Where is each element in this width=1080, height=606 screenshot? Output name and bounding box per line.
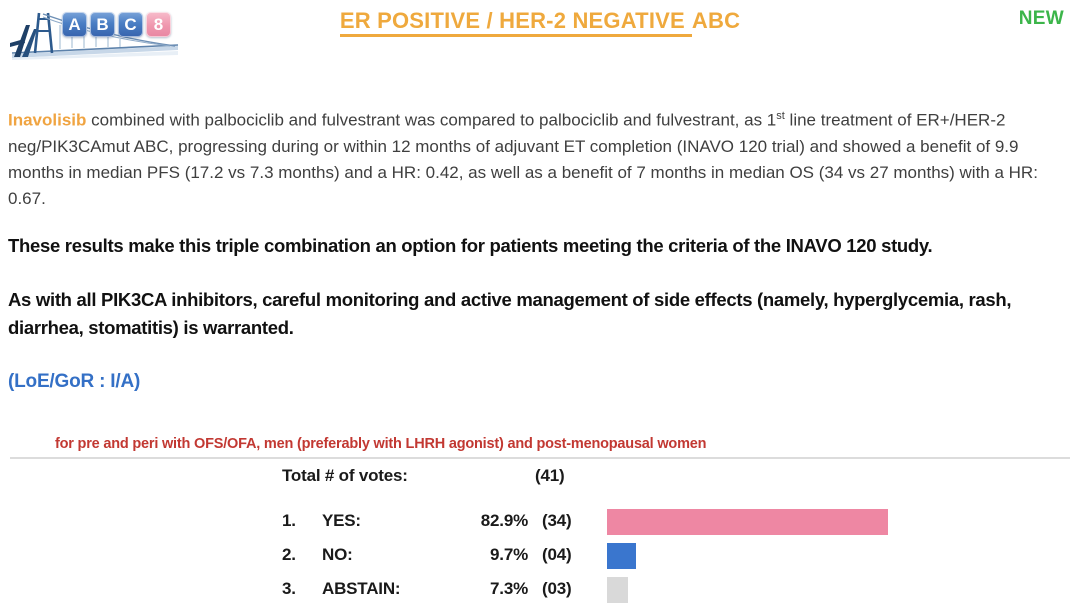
- statement-text-2: line treatment of ER+/HER-2 neg/PIK3CAmu…: [8, 110, 1038, 208]
- vote-row-count: (34): [542, 511, 572, 530]
- vote-row-no: 2. NO: 9.7% (04): [282, 538, 1072, 572]
- statement-text-1: combined with palbociclib and fulvestran…: [86, 110, 777, 130]
- ordinal-superscript: st: [776, 110, 785, 122]
- page-title-plain: ABC: [691, 8, 741, 33]
- logo-letter-c: C: [118, 12, 143, 37]
- drug-name-highlight: Inavolisib: [8, 110, 87, 130]
- conclusion-paragraph: These results make this triple combinati…: [8, 235, 933, 256]
- loe-gor-label: (LoE/GoR : I/A): [8, 371, 141, 392]
- voting-results: Total # of votes: (41) 1. YES: 82.9% (34…: [282, 464, 1072, 606]
- total-votes-count: (41): [535, 466, 565, 485]
- vote-bar-no: [607, 543, 636, 569]
- vote-row-count: (03): [542, 579, 572, 598]
- vote-row-label: NO:: [322, 545, 353, 564]
- vote-row-pct: 9.7%: [490, 545, 528, 564]
- page-title: ER POSITIVE / HER-2 NEGATIVE ABC: [0, 8, 1080, 37]
- page-title-underlined: ER POSITIVE / HER-2 NEGATIVE: [339, 8, 692, 37]
- logo-letter-b: B: [90, 12, 115, 37]
- vote-row-yes: 1. YES: 82.9% (34): [282, 504, 1072, 538]
- vote-row-label: YES:: [322, 511, 361, 530]
- new-badge: NEW: [1018, 8, 1064, 29]
- vote-row-label: ABSTAIN:: [322, 579, 401, 598]
- total-votes-label: Total # of votes:: [282, 466, 408, 485]
- vote-bar-abstain: [607, 577, 628, 603]
- vote-row-number: 3.: [282, 579, 296, 598]
- safety-paragraph: As with all PIK3CA inhibitors, careful m…: [8, 289, 1012, 338]
- section-divider: [10, 457, 1070, 459]
- vote-row-number: 2.: [282, 545, 296, 564]
- statement-paragraph: Inavolisib combined with palbociclib and…: [8, 103, 1072, 212]
- vote-row-pct: 7.3%: [490, 579, 528, 598]
- logo-letter-squares: A B C 8: [62, 12, 171, 37]
- logo-number-8: 8: [146, 12, 171, 37]
- vote-bar-yes: [607, 509, 888, 535]
- vote-row-abstain: 3. ABSTAIN: 7.3% (03): [282, 572, 1072, 606]
- vote-row-pct: 82.9%: [480, 511, 528, 530]
- votes-header: Total # of votes: (41): [282, 464, 1072, 504]
- abc8-logo: A B C 8: [10, 5, 182, 60]
- population-note: for pre and peri with OFS/OFA, men (pref…: [55, 436, 707, 452]
- vote-row-count: (04): [542, 545, 572, 564]
- logo-letter-a: A: [62, 12, 87, 37]
- vote-row-number: 1.: [282, 511, 296, 530]
